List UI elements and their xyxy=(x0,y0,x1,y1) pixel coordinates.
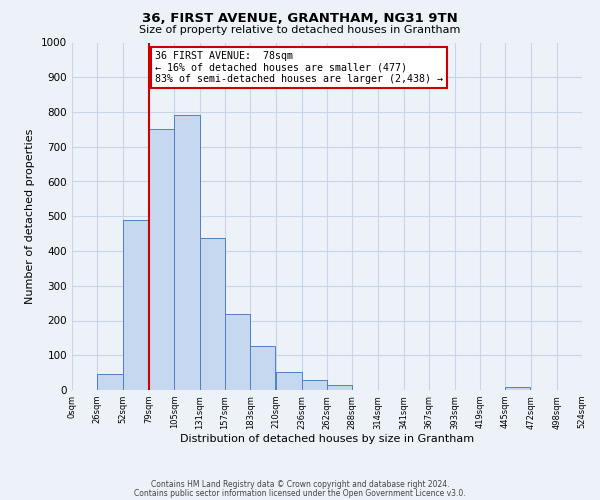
Text: Contains public sector information licensed under the Open Government Licence v3: Contains public sector information licen… xyxy=(134,488,466,498)
Bar xyxy=(225,314,250,390)
Bar xyxy=(505,387,530,390)
Text: 36 FIRST AVENUE:  78sqm
← 16% of detached houses are smaller (477)
83% of semi-d: 36 FIRST AVENUE: 78sqm ← 16% of detached… xyxy=(155,51,443,84)
X-axis label: Distribution of detached houses by size in Grantham: Distribution of detached houses by size … xyxy=(180,434,474,444)
Bar xyxy=(302,380,327,390)
Bar xyxy=(277,372,302,390)
Bar xyxy=(122,220,148,390)
Bar xyxy=(199,238,225,390)
Bar xyxy=(174,116,200,390)
Y-axis label: Number of detached properties: Number of detached properties xyxy=(25,128,35,304)
Bar xyxy=(327,385,352,390)
Text: Size of property relative to detached houses in Grantham: Size of property relative to detached ho… xyxy=(139,25,461,35)
Text: Contains HM Land Registry data © Crown copyright and database right 2024.: Contains HM Land Registry data © Crown c… xyxy=(151,480,449,489)
Bar xyxy=(149,130,174,390)
Bar xyxy=(250,346,275,390)
Bar xyxy=(97,374,122,390)
Text: 36, FIRST AVENUE, GRANTHAM, NG31 9TN: 36, FIRST AVENUE, GRANTHAM, NG31 9TN xyxy=(142,12,458,26)
